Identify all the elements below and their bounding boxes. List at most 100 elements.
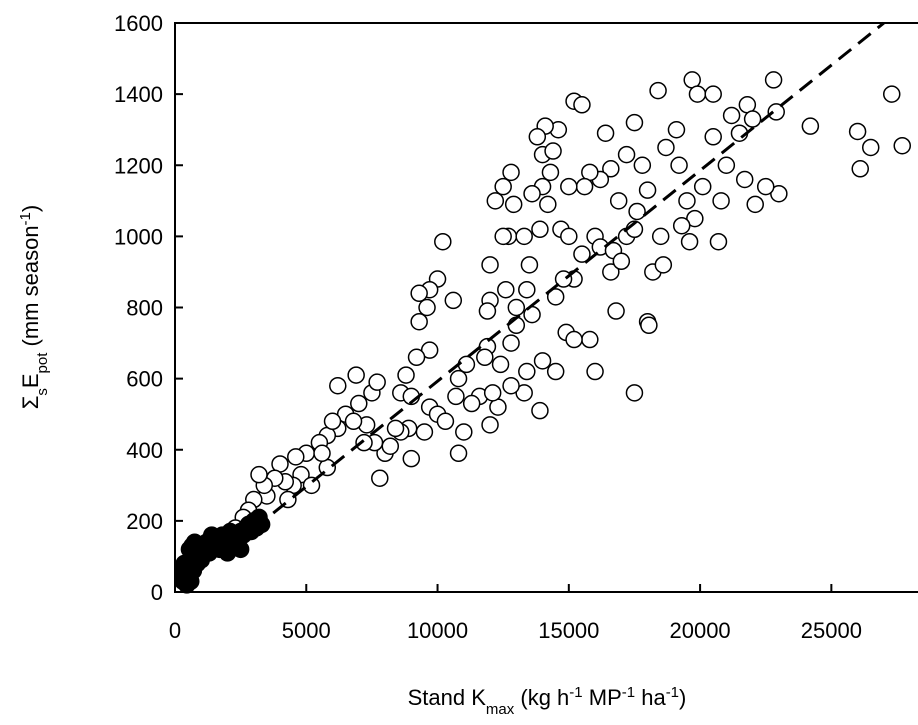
point [704, 85, 722, 103]
point [851, 160, 869, 178]
point [893, 136, 911, 155]
point [481, 256, 499, 274]
y-tick-label: 1000 [114, 224, 163, 249]
point [767, 103, 785, 121]
point [612, 252, 631, 271]
point [502, 163, 520, 182]
point [546, 362, 565, 381]
x-tick-label: 0 [169, 618, 181, 643]
x-axis-label: Stand Kmax (kg h-1 MP-1 ha-1) [408, 684, 687, 718]
point [882, 85, 901, 103]
x-label-part: (kg h [514, 685, 569, 710]
point [520, 256, 539, 274]
point [386, 419, 405, 438]
point [717, 156, 736, 174]
point [617, 145, 636, 164]
x-label-part: ) [679, 685, 686, 710]
point [481, 416, 499, 434]
point [712, 192, 730, 210]
point [573, 96, 591, 114]
point [607, 302, 625, 320]
point [407, 348, 426, 367]
point [654, 256, 673, 274]
y-tick-label: 200 [126, 509, 163, 534]
point [596, 124, 615, 142]
point [478, 302, 497, 320]
point [447, 387, 465, 406]
point [410, 284, 428, 303]
point [518, 362, 536, 381]
point [252, 515, 271, 534]
point [560, 177, 578, 196]
point [735, 170, 754, 189]
point [770, 184, 788, 203]
point [609, 192, 628, 210]
point [397, 366, 415, 384]
x-label-part: MP [583, 685, 622, 710]
point [625, 113, 644, 132]
point [502, 376, 520, 395]
point [381, 437, 400, 455]
point [483, 384, 502, 402]
y-tick-label: 600 [126, 367, 163, 392]
point [560, 227, 578, 246]
point [371, 469, 389, 487]
y-tick-label: 800 [126, 296, 163, 321]
x-label-part: -1 [569, 684, 582, 701]
point [515, 384, 533, 402]
point [573, 245, 591, 263]
point [518, 280, 536, 299]
point [667, 120, 686, 139]
point [329, 376, 347, 395]
point [250, 465, 268, 484]
point [693, 177, 712, 196]
x-tick-label: 15000 [538, 618, 599, 643]
point [462, 394, 481, 413]
point [415, 423, 434, 441]
point [657, 138, 675, 157]
point [302, 476, 321, 495]
y-tick-label: 400 [126, 438, 163, 463]
point [507, 298, 526, 317]
point [680, 232, 699, 251]
point [182, 572, 200, 591]
point [670, 156, 688, 174]
point [418, 298, 436, 317]
point [476, 348, 494, 367]
y-tick-label: 1600 [114, 11, 163, 36]
point [709, 232, 728, 251]
point [541, 163, 560, 182]
y-tick-label: 1200 [114, 153, 163, 178]
point [764, 71, 783, 89]
point [544, 142, 562, 160]
y-label-part: Σ [18, 396, 43, 410]
point [640, 316, 658, 335]
point [533, 352, 552, 370]
x-label-part: -1 [622, 684, 635, 701]
point [565, 330, 583, 349]
point [531, 220, 549, 239]
point [287, 448, 305, 466]
point [672, 216, 691, 235]
point [633, 156, 652, 174]
point [344, 412, 363, 431]
point [368, 373, 386, 391]
y-label-part: (mm season [18, 225, 43, 352]
point [746, 195, 764, 214]
point [502, 334, 520, 352]
y-axis-label: ΣsEpot (mm season-1) [17, 205, 51, 409]
point [546, 288, 565, 306]
x-tick-label: 5000 [282, 618, 331, 643]
point [347, 366, 365, 384]
point [861, 138, 880, 157]
x-tick-label: 20000 [669, 618, 730, 643]
point [575, 177, 594, 196]
point [449, 369, 468, 388]
point [402, 449, 421, 468]
point [504, 195, 523, 214]
point [494, 177, 512, 196]
point [602, 160, 620, 178]
point [231, 540, 250, 559]
y-label-part: s [34, 388, 51, 396]
